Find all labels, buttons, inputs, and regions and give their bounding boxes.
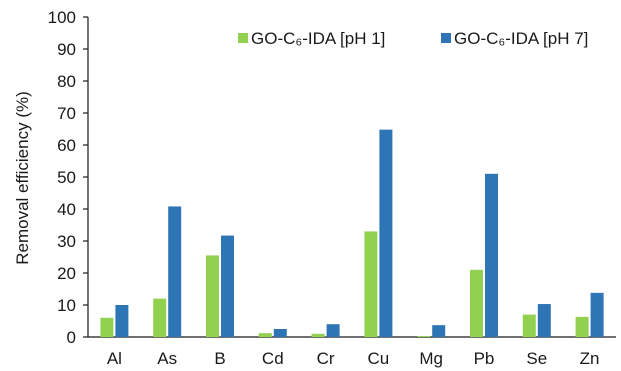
bar-Zn-series-2 xyxy=(590,292,604,337)
bar-Al-series-1 xyxy=(100,317,114,337)
y-tick-label: 20 xyxy=(57,264,76,283)
x-tick-label: Mg xyxy=(419,349,443,368)
x-tick-label: Cd xyxy=(262,349,284,368)
y-tick-label: 100 xyxy=(48,8,76,27)
bar-Cr-series-1 xyxy=(311,333,325,337)
y-tick-label: 70 xyxy=(57,104,76,123)
legend-label-1: GO-C₆-IDA [pH 1] xyxy=(251,29,385,48)
bar-As-series-2 xyxy=(168,206,182,337)
y-tick-label: 30 xyxy=(57,232,76,251)
x-tick-label: Al xyxy=(107,349,122,368)
x-tick-label: Pb xyxy=(474,349,495,368)
legend-swatch-1 xyxy=(238,33,248,43)
y-axis-title: Removal efficiency (%) xyxy=(13,91,32,265)
y-tick-label: 50 xyxy=(57,168,76,187)
legend: GO-C₆-IDA [pH 1] GO-C₆-IDA [pH 7] xyxy=(238,29,588,48)
bar-Cu-series-1 xyxy=(364,231,378,337)
bar-Mg-series-2 xyxy=(432,325,446,337)
bar-Al-series-2 xyxy=(115,305,129,337)
legend-label-2: GO-C₆-IDA [pH 7] xyxy=(454,29,588,48)
legend-swatch-2 xyxy=(441,33,451,43)
x-tick-label: B xyxy=(214,349,225,368)
x-tick-label: Zn xyxy=(580,349,600,368)
bar-Cd-series-1 xyxy=(258,333,272,337)
bar-B-series-2 xyxy=(221,235,234,337)
y-tick-label: 90 xyxy=(57,40,76,59)
y-tick-label: 10 xyxy=(57,296,76,315)
y-tick-label: 80 xyxy=(57,72,76,91)
y-tick-label: 60 xyxy=(57,136,76,155)
bar-B-series-1 xyxy=(206,255,219,337)
bar-Se-series-1 xyxy=(522,314,536,337)
bar-As-series-1 xyxy=(153,298,167,337)
y-tick-label: 0 xyxy=(67,328,76,347)
x-tick-label: Cr xyxy=(317,349,335,368)
x-tick-label: As xyxy=(157,349,177,368)
bar-Zn-series-1 xyxy=(575,316,589,337)
bar-Cd-series-2 xyxy=(273,329,287,337)
x-tick-label: Cu xyxy=(368,349,390,368)
bar-Mg-series-1 xyxy=(417,336,431,337)
bar-Cr-series-2 xyxy=(326,324,340,337)
bar-Pb-series-1 xyxy=(470,269,483,337)
bar-Pb-series-2 xyxy=(485,173,498,337)
bar-Se-series-2 xyxy=(537,304,551,337)
x-tick-label: Se xyxy=(526,349,547,368)
plot-area: 0 10 20 30 40 50 60 70 80 90 100 Al As B Cd Cr Cu Mg Pb Se Z… xyxy=(48,8,616,368)
bar-Cu-series-2 xyxy=(379,129,393,337)
y-tick-label: 40 xyxy=(57,200,76,219)
